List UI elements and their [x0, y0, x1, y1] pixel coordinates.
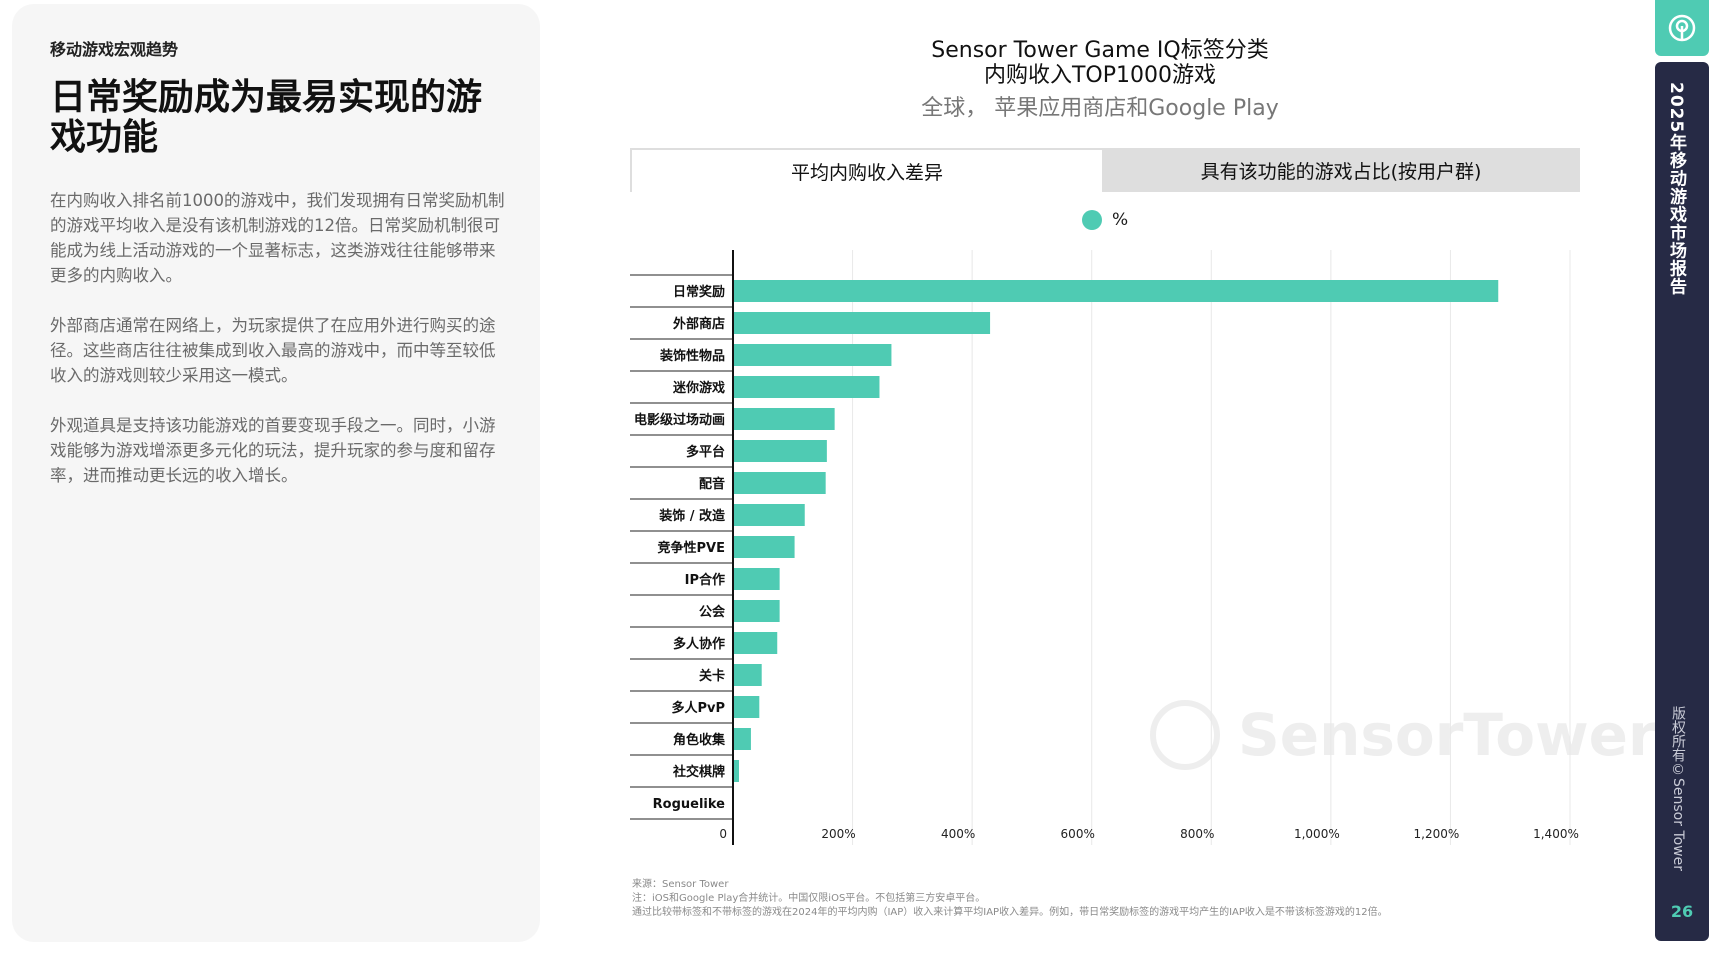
category-label: 社交棋牌: [672, 764, 725, 780]
category-label: 多平台: [686, 444, 725, 460]
left-panel: [12, 4, 540, 942]
category-label: 日常奖励: [673, 284, 725, 300]
page-number: 26: [1670, 902, 1694, 921]
chart-title-line2: 内购收入TOP1000游戏: [983, 63, 1216, 88]
bar: [733, 312, 991, 334]
x-tick-label: 800%: [1180, 827, 1214, 841]
bar: [733, 696, 760, 718]
bar: [733, 440, 827, 462]
bar: [733, 600, 780, 622]
bar: [733, 760, 739, 782]
tab-games-share[interactable]: 具有该功能的游戏占比(按用户群): [1200, 160, 1482, 183]
category-label: 迷你游戏: [672, 380, 725, 396]
right-rail: [1655, 62, 1709, 941]
chart-title: Sensor Tower Game IQ标签分类 内购收入TOP1000游戏: [800, 38, 1400, 88]
copyright: 版权所有©Sensor Tower: [1670, 706, 1686, 871]
category-label: 配音: [699, 476, 725, 492]
category-label: IP合作: [685, 572, 725, 588]
category-label: 外部商店: [672, 316, 725, 332]
page-title: 日常奖励成为最易实现的游戏功能: [50, 77, 483, 158]
footnote-source: 来源：Sensor Tower: [632, 879, 729, 890]
footnote-note2: 通过比较带标签和不带标签的游戏在2024年的平均内购（IAP）收入来计算平均IA…: [632, 907, 1388, 918]
category-label: 竞争性PVE: [658, 540, 725, 556]
footnote-note1: 注：iOS和Google Play合并统计。中国仅限iOS平台。不包括第三方安卓…: [632, 893, 986, 904]
chart-title-line1: Sensor Tower Game IQ标签分类: [931, 38, 1269, 63]
watermark-text: SensorTower: [1238, 701, 1657, 769]
legend-label: %: [1112, 210, 1129, 230]
x-tick-label: 600%: [1061, 827, 1095, 841]
category-label: 电影级过场动画: [634, 412, 725, 428]
category-label: 关卡: [699, 668, 725, 684]
legend-dot: [1082, 210, 1102, 230]
bar: [733, 728, 751, 750]
paragraph-1: 在内购收入排名前1000的游戏中，我们发现拥有日常奖励机制的游戏平均收入是没有该…: [50, 191, 505, 285]
category-label: 公会: [699, 604, 726, 620]
watermark-logo-icon: [1150, 700, 1220, 770]
report-title: 2025年移动游戏市场报告: [1666, 82, 1686, 296]
bar: [733, 376, 880, 398]
category-label: 装饰 / 改造: [658, 508, 726, 524]
paragraph-3: 外观道具是支持该功能游戏的首要变现手段之一。同时，小游戏能够为游戏增添更多元化的…: [50, 416, 496, 485]
bar: [733, 568, 780, 590]
bar: [733, 536, 795, 558]
tab-avg-iap-difference[interactable]: 平均内购收入差异: [630, 148, 1102, 192]
category-label: Roguelike: [653, 797, 726, 812]
bar: [733, 408, 835, 430]
x-tick-label: 1,200%: [1414, 827, 1460, 841]
chart-subtitle: 全球， 苹果应用商店和Google Play: [921, 96, 1279, 121]
bar: [733, 280, 1499, 302]
bar: [733, 664, 762, 686]
chart-tabs: 平均内购收入差异 具有该功能的游戏占比(按用户群): [630, 148, 1580, 192]
x-tick-label: 0: [719, 827, 727, 841]
x-tick-label: 1,400%: [1533, 827, 1579, 841]
chart-legend: %: [1082, 210, 1128, 230]
section-label: 移动游戏宏观趋势: [50, 40, 179, 59]
bar: [733, 344, 892, 366]
x-tick-label: 1,000%: [1294, 827, 1340, 841]
paragraph-2: 外部商店通常在网络上，为玩家提供了在应用外进行购买的途径。这些商店往往被集成到收…: [50, 316, 496, 385]
category-label: 装饰性物品: [659, 348, 725, 364]
brand-logo: [1655, 0, 1709, 56]
x-tick-label: 200%: [821, 827, 855, 841]
bar: [733, 472, 826, 494]
category-label: 角色收集: [673, 732, 726, 748]
category-label: 多人PvP: [671, 700, 725, 716]
bar: [733, 632, 778, 654]
bar: [733, 504, 805, 526]
watermark: SensorTower: [1150, 700, 1657, 770]
category-label: 多人协作: [673, 636, 725, 652]
footnotes: 来源：Sensor Tower 注：iOS和Google Play合并统计。中国…: [632, 878, 1388, 920]
sensor-tower-logo-icon: [1668, 14, 1696, 42]
x-tick-label: 400%: [941, 827, 975, 841]
